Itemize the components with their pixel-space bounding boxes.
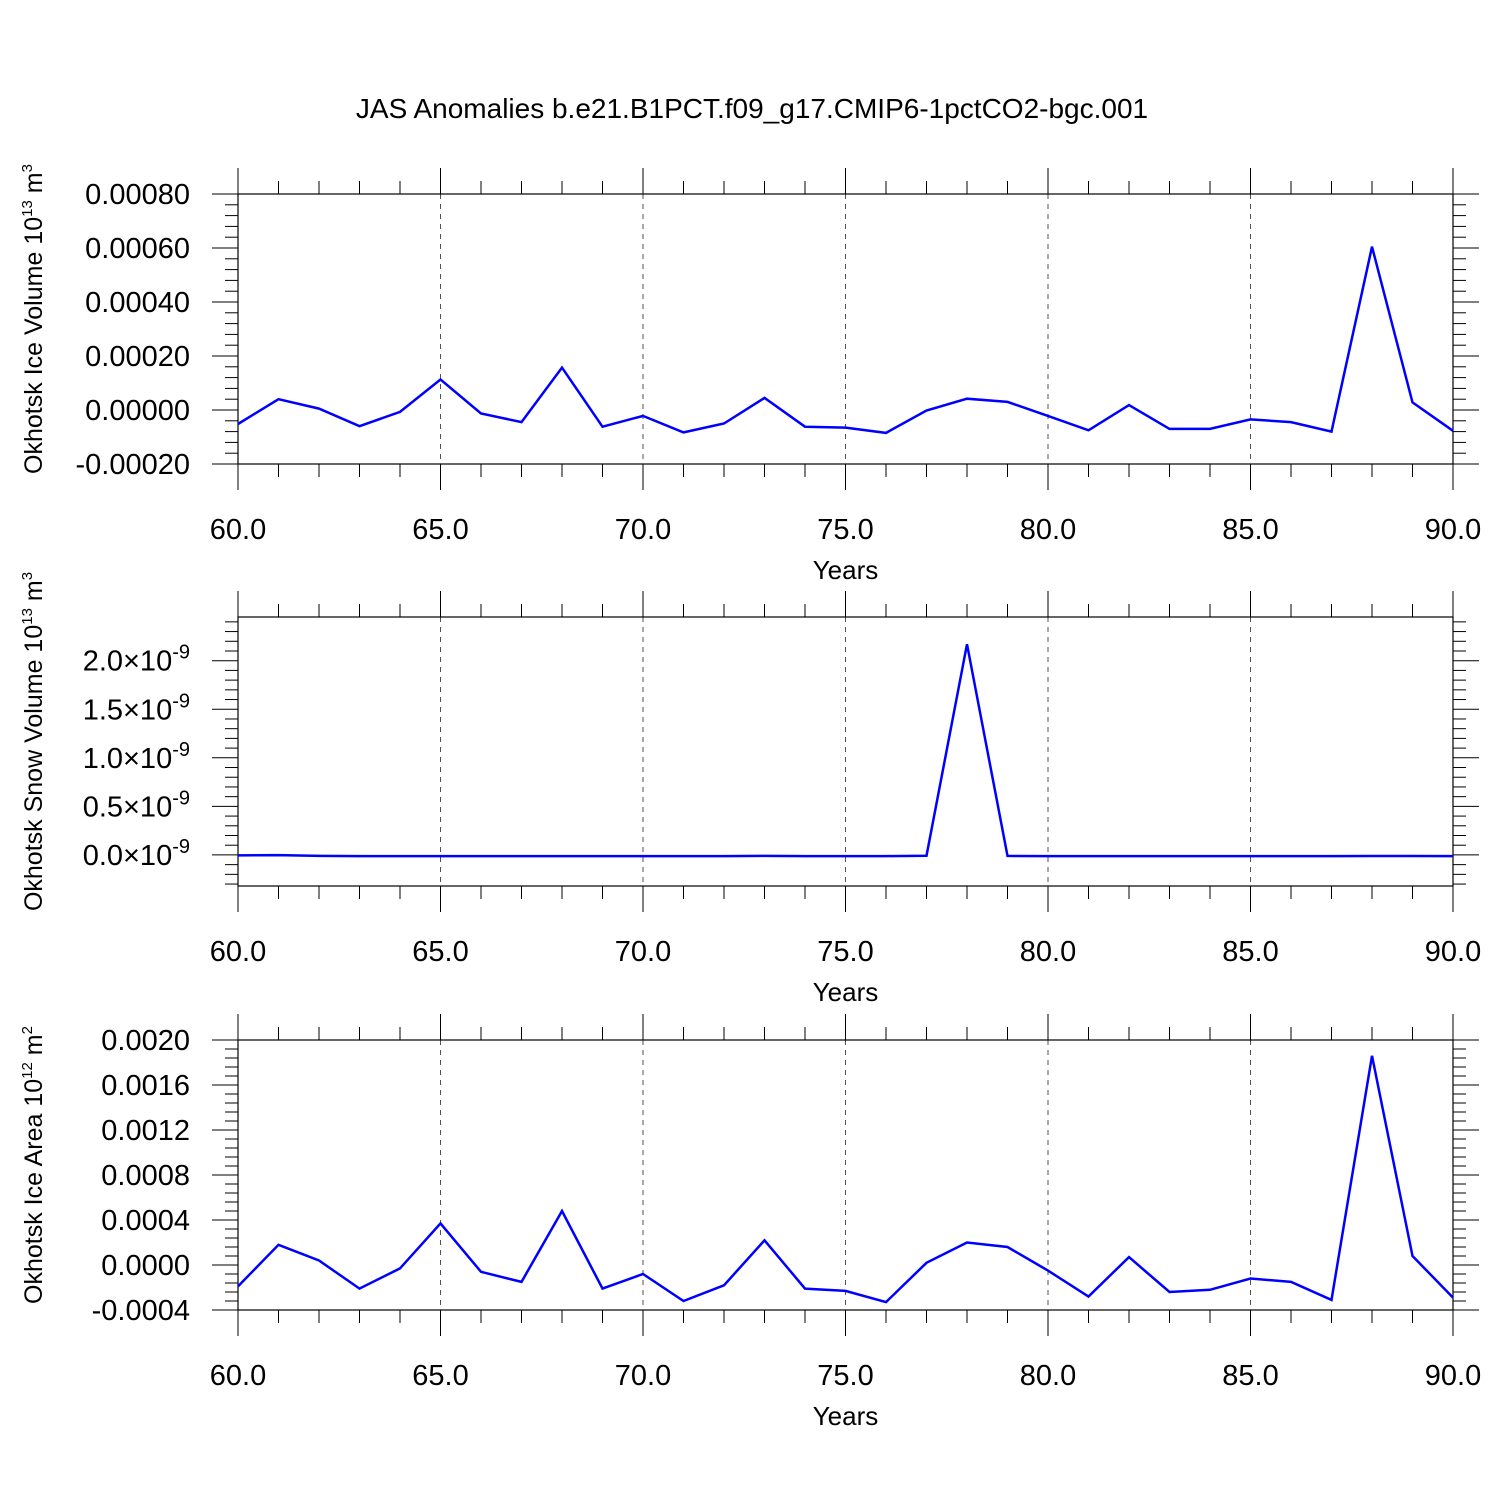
y-tick-label: 0.0000 xyxy=(101,1250,190,1282)
chart-title: JAS Anomalies b.e21.B1PCT.f09_g17.CMIP6-… xyxy=(356,93,1148,124)
y-tick-label: 1.5×10-9 xyxy=(83,690,190,726)
series-line xyxy=(237,246,1454,435)
x-tick-label: 75.0 xyxy=(817,514,873,546)
x-tick-label: 80.0 xyxy=(1020,936,1076,968)
y-tick-label: 0.00020 xyxy=(85,341,190,373)
y-tick-label: 0.0008 xyxy=(101,1160,190,1192)
x-tick-label: 80.0 xyxy=(1020,1360,1076,1392)
x-axis-title: Years xyxy=(813,977,879,1007)
y-tick-label: -0.00020 xyxy=(76,449,191,481)
x-tick-label: 60.0 xyxy=(210,1360,266,1392)
series-line xyxy=(237,1055,1454,1304)
y-tick-label: 2.0×10-9 xyxy=(83,642,190,678)
y-tick-label: 0.00000 xyxy=(85,395,190,427)
x-tick-label: 90.0 xyxy=(1425,1360,1481,1392)
x-tick-label: 60.0 xyxy=(210,514,266,546)
y-axis-title: Okhotsk Snow Volume 1013 m3 xyxy=(19,572,48,911)
y-tick-label: 0.0004 xyxy=(101,1205,190,1237)
x-tick-label: 85.0 xyxy=(1222,936,1278,968)
y-tick-label: 0.0016 xyxy=(101,1070,190,1102)
y-axis-title: Okhotsk Ice Volume 1013 m3 xyxy=(19,164,48,474)
y-tick-label: 0.00080 xyxy=(85,179,190,211)
y-tick-label: 1.0×10-9 xyxy=(83,739,190,775)
y-tick-label: 0.0020 xyxy=(101,1025,190,1057)
y-tick-label: 0.00040 xyxy=(85,287,190,319)
x-tick-label: 70.0 xyxy=(615,936,671,968)
x-tick-label: 65.0 xyxy=(412,1360,468,1392)
y-axis-title: Okhotsk Ice Area 1012 m2 xyxy=(19,1026,48,1304)
chart-panels: 60.0 65.0 70.0 75.0 80.0 85.0 90.0 0.00080 0.000… xyxy=(19,164,1481,1431)
y-tick-label: 0.0×10-9 xyxy=(83,836,190,872)
chart-panel-3: 60.0 65.0 70.0 75.0 80.0 85.0 90.0 0.0020 0.0016… xyxy=(19,1014,1481,1431)
x-tick-label: 75.0 xyxy=(817,1360,873,1392)
x-tick-label: 70.0 xyxy=(615,1360,671,1392)
y-tick-label: 0.5×10-9 xyxy=(83,787,190,823)
x-tick-label: 85.0 xyxy=(1222,1360,1278,1392)
y-tick-label: 0.0012 xyxy=(101,1115,190,1147)
chart-panel-2: 60.0 65.0 70.0 75.0 80.0 85.0 90.0 2.0×10-9 1.5×… xyxy=(19,572,1481,1007)
y-tick-label: 0.00060 xyxy=(85,233,190,265)
x-tick-label: 90.0 xyxy=(1425,514,1481,546)
x-tick-label: 80.0 xyxy=(1020,514,1076,546)
x-tick-label: 65.0 xyxy=(412,514,468,546)
x-axis-title: Years xyxy=(813,1401,879,1431)
chart-panel-1: 60.0 65.0 70.0 75.0 80.0 85.0 90.0 0.00080 0.000… xyxy=(19,164,1481,585)
series-line xyxy=(237,643,1454,858)
x-tick-label: 70.0 xyxy=(615,514,671,546)
x-tick-label: 60.0 xyxy=(210,936,266,968)
x-tick-label: 75.0 xyxy=(817,936,873,968)
x-tick-label: 65.0 xyxy=(412,936,468,968)
y-tick-label: -0.0004 xyxy=(92,1295,190,1327)
x-axis-title: Years xyxy=(813,555,879,585)
x-tick-label: 90.0 xyxy=(1425,936,1481,968)
x-tick-label: 85.0 xyxy=(1222,514,1278,546)
